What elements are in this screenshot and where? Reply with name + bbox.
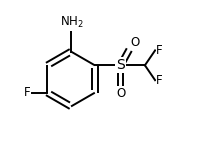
Text: S: S — [116, 58, 125, 72]
Text: O: O — [131, 36, 140, 49]
Text: F: F — [24, 86, 31, 99]
Text: NH$_2$: NH$_2$ — [60, 15, 84, 30]
Text: F: F — [156, 44, 163, 57]
Text: F: F — [156, 74, 163, 87]
Text: O: O — [116, 87, 125, 100]
